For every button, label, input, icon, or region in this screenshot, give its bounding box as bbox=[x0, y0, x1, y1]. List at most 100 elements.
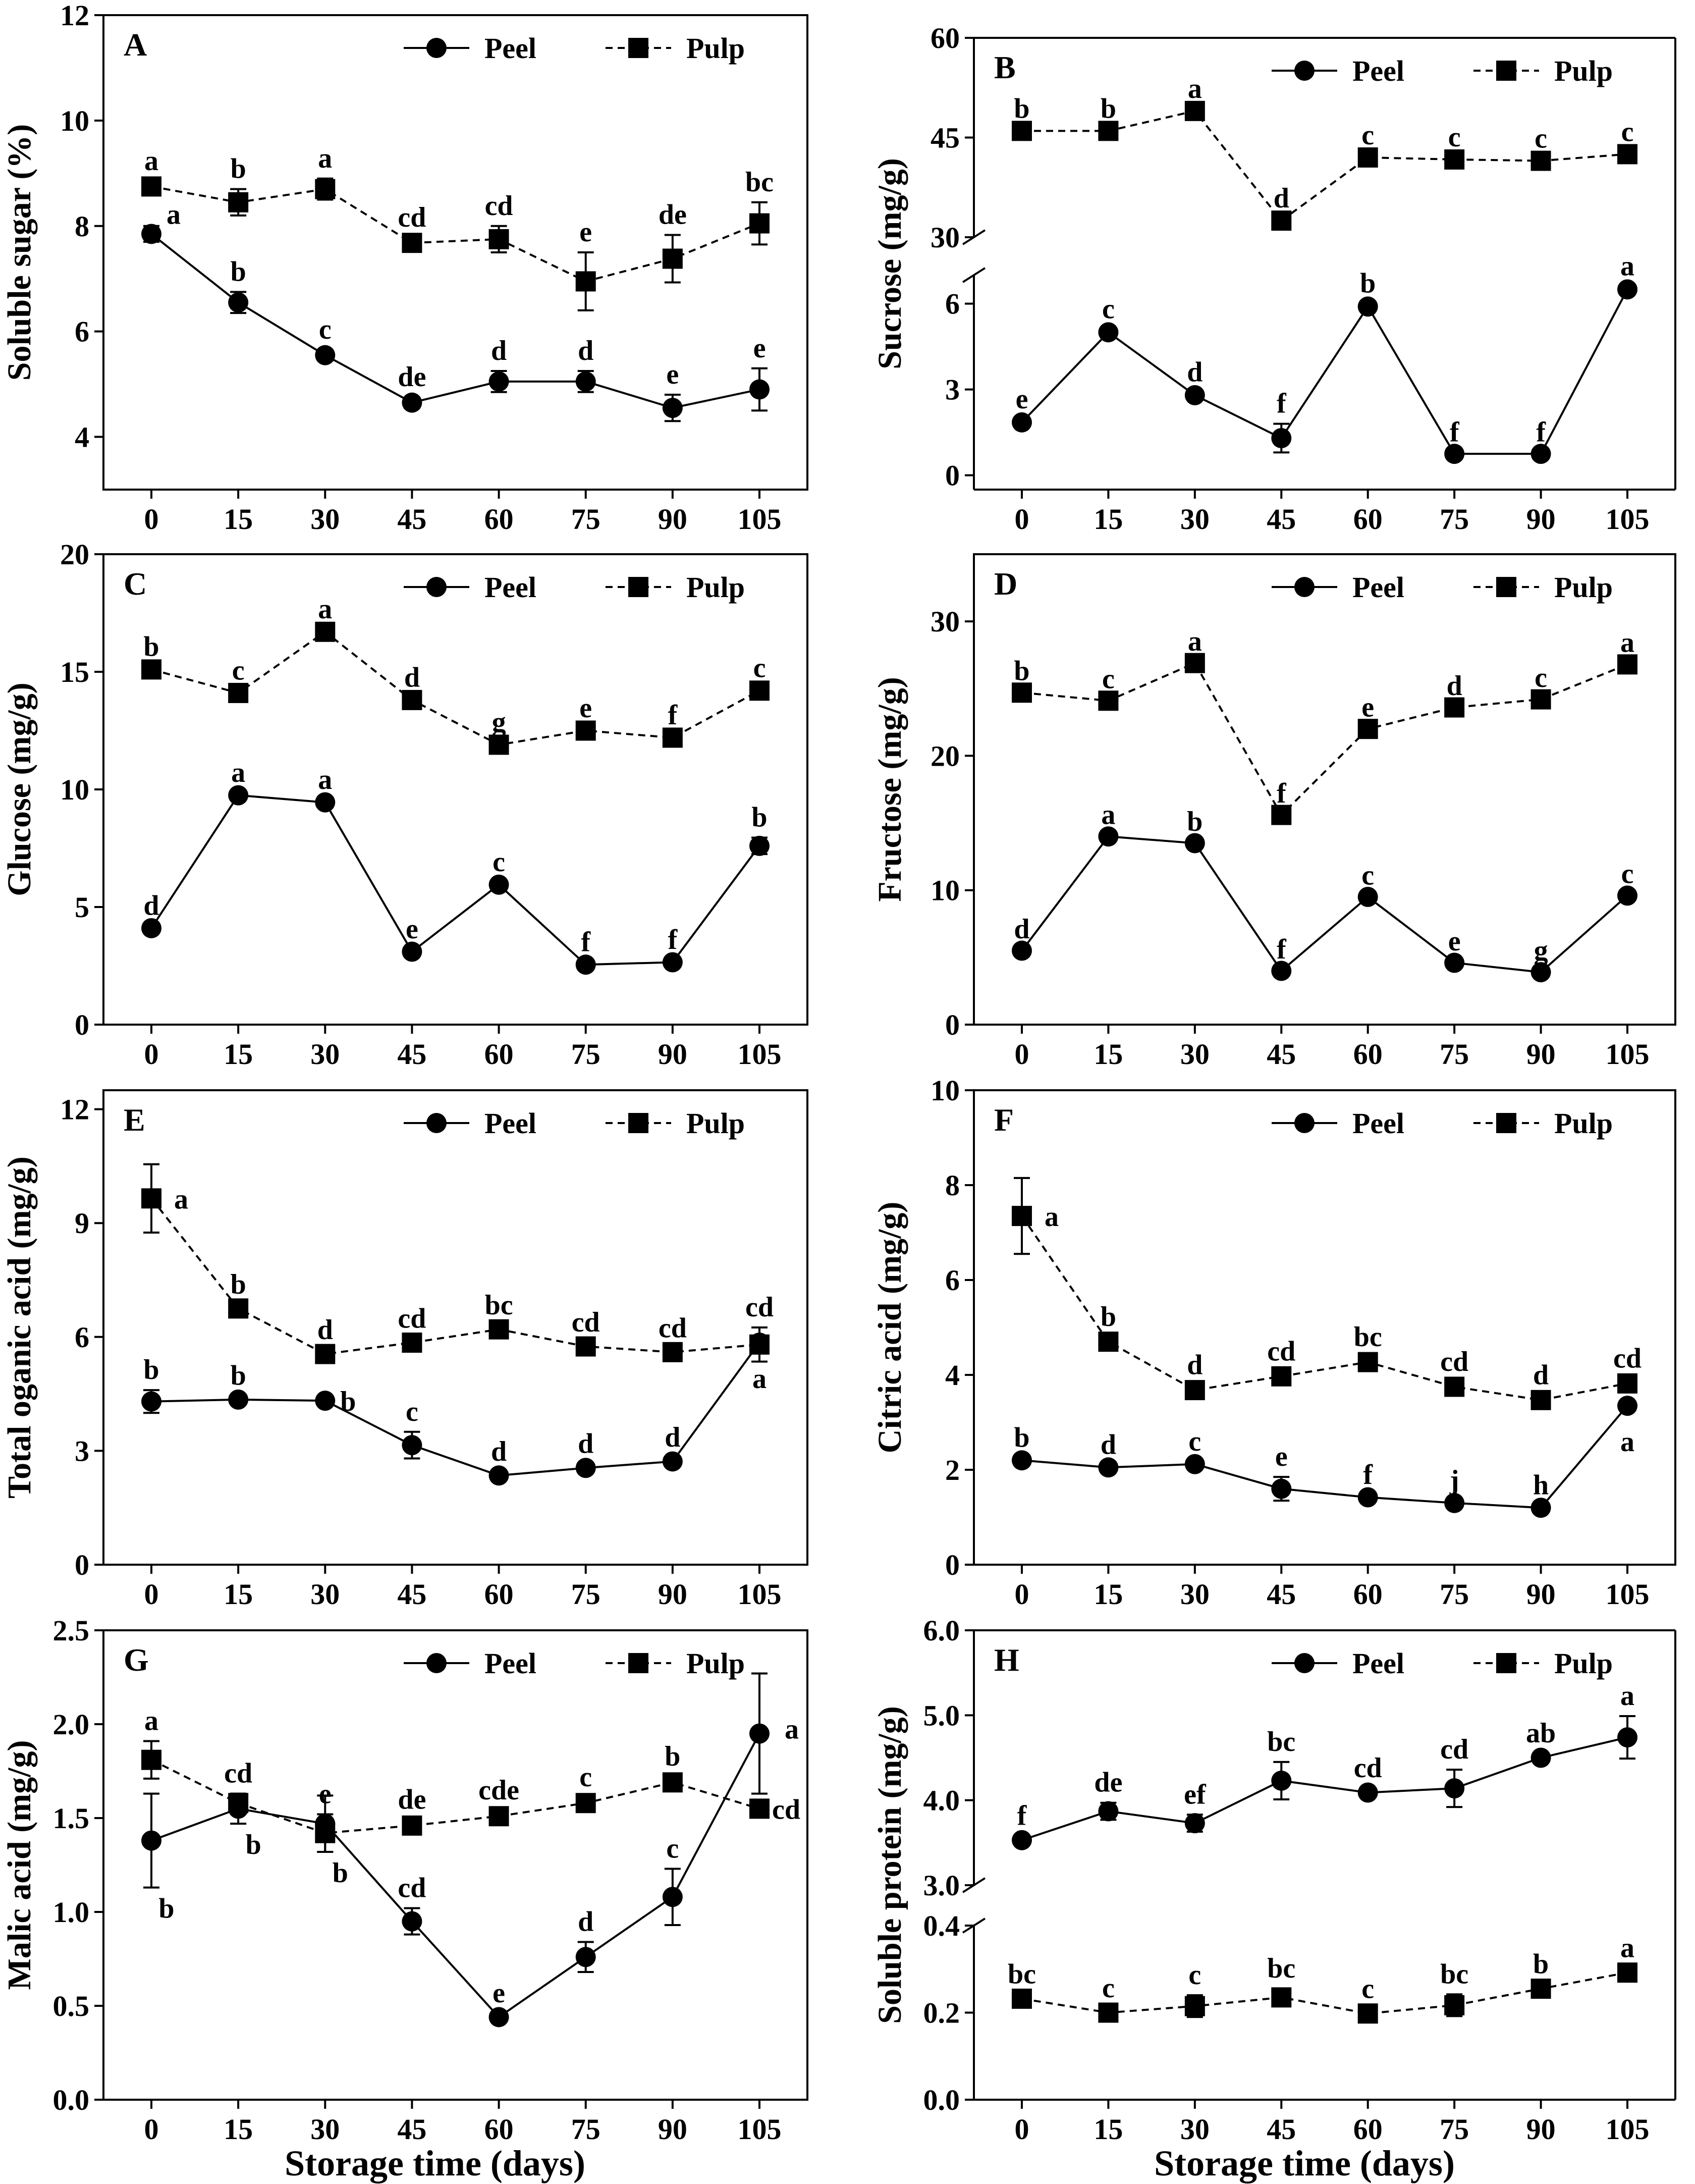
significance-letter: a bbox=[1188, 626, 1202, 657]
x-tick-label: 0 bbox=[144, 503, 159, 536]
data-point-peel bbox=[1530, 1747, 1551, 1768]
significance-letter: d bbox=[1274, 183, 1289, 214]
x-tick-label: 90 bbox=[658, 2113, 687, 2146]
x-tick-label: 30 bbox=[1180, 503, 1210, 536]
data-point-pulp bbox=[228, 192, 249, 212]
significance-letter: b bbox=[231, 1360, 246, 1391]
significance-letter: cd bbox=[224, 1758, 252, 1789]
significance-letter: b bbox=[1014, 656, 1029, 687]
x-tick-label: 15 bbox=[224, 2113, 253, 2146]
legend-label-pulp: Pulp bbox=[1554, 571, 1613, 604]
y-tick-label: 10 bbox=[931, 874, 960, 907]
significance-letter: d bbox=[1447, 670, 1462, 702]
x-tick-label: 15 bbox=[224, 503, 253, 536]
x-tick-label: 45 bbox=[397, 503, 426, 536]
series-pulp: b c a d g e f c bbox=[141, 594, 770, 755]
series-line-pulp bbox=[1022, 110, 1628, 222]
data-point-peel bbox=[1012, 1450, 1032, 1471]
data-point-peel bbox=[1617, 1396, 1637, 1416]
data-point-peel bbox=[402, 1435, 422, 1456]
data-point-peel bbox=[228, 1389, 249, 1410]
data-point-pulp bbox=[315, 1823, 336, 1843]
significance-letter: cde bbox=[478, 1775, 519, 1806]
significance-letter: b bbox=[158, 1893, 174, 1925]
x-tick-label: 105 bbox=[738, 503, 782, 536]
data-point-peel bbox=[1098, 322, 1119, 343]
legend-marker-pulp bbox=[1496, 577, 1516, 597]
y-tick-label: 9 bbox=[75, 1207, 89, 1240]
x-tick-label: 60 bbox=[1353, 2113, 1383, 2146]
y-tick-label: 0.0 bbox=[923, 2084, 960, 2116]
y-tick-label: 6 bbox=[75, 315, 89, 348]
y-tick-label: 30 bbox=[931, 221, 960, 254]
significance-letter: c bbox=[1361, 860, 1374, 891]
significance-letter: f bbox=[1017, 1800, 1027, 1831]
y-tick-label: 0 bbox=[945, 1008, 960, 1041]
significance-letter: bc bbox=[1267, 1953, 1295, 1984]
y-tick-label: 30 bbox=[931, 605, 960, 638]
significance-letter: de bbox=[659, 199, 687, 231]
data-point-pulp bbox=[1444, 149, 1465, 170]
series-line-pulp bbox=[151, 185, 760, 283]
significance-letter: b bbox=[1533, 1948, 1549, 1980]
data-point-peel bbox=[488, 874, 509, 895]
data-point-pulp bbox=[1098, 1331, 1119, 1352]
panel-f: 0 2 4 6 8 10 0 15 30 45 60 75 90 105 Citric acid (mg/g… bbox=[871, 1074, 1676, 1611]
y-tick-label: 3 bbox=[945, 374, 960, 406]
data-point-pulp bbox=[1530, 1390, 1551, 1410]
significance-letter: d bbox=[1014, 914, 1029, 945]
data-point-pulp bbox=[141, 1749, 161, 1770]
data-point-pulp bbox=[488, 229, 509, 249]
legend-marker-peel bbox=[426, 1653, 447, 1673]
data-point-pulp bbox=[1444, 697, 1465, 718]
data-point-peel bbox=[141, 1391, 161, 1412]
y-tick-label: 5 bbox=[75, 891, 89, 924]
data-point-pulp bbox=[575, 720, 596, 741]
data-point-pulp bbox=[1357, 719, 1378, 739]
significance-letter: a bbox=[1188, 73, 1202, 104]
series-line-peel bbox=[150, 794, 760, 966]
significance-letter: cd bbox=[659, 1312, 687, 1344]
series-peel: d a b f c e g c bbox=[1012, 800, 1637, 983]
legend-label-peel: Peel bbox=[484, 1107, 536, 1140]
y-tick-label: 2.5 bbox=[53, 1614, 90, 1647]
legend-marker-peel bbox=[1294, 1653, 1315, 1673]
legend-label-pulp: Pulp bbox=[1554, 55, 1613, 87]
significance-letter: c bbox=[406, 1396, 418, 1427]
significance-letter: b bbox=[1101, 93, 1116, 124]
data-point-peel bbox=[749, 379, 770, 400]
data-point-pulp bbox=[315, 179, 336, 199]
data-point-pulp bbox=[1012, 121, 1032, 141]
x-tick-label: 75 bbox=[1440, 1038, 1469, 1071]
x-tick-label: 15 bbox=[224, 1038, 253, 1071]
significance-letter: de bbox=[398, 361, 426, 393]
data-point-peel bbox=[662, 398, 683, 418]
legend-label-pulp: Pulp bbox=[686, 571, 745, 604]
y-tick-label: 10 bbox=[60, 104, 89, 137]
x-tick-label: 30 bbox=[310, 1578, 340, 1611]
data-point-pulp bbox=[575, 1336, 596, 1357]
plot-frame bbox=[102, 14, 808, 491]
y-tick-label: 1.5 bbox=[53, 1802, 90, 1835]
significance-letter: a bbox=[318, 594, 332, 625]
y-tick-label: 20 bbox=[931, 739, 960, 772]
x-tick-label: 60 bbox=[484, 503, 514, 536]
legend-marker-peel bbox=[426, 38, 447, 58]
x-axis-title-left: Storage time (days) bbox=[285, 2143, 585, 2183]
series-line-peel bbox=[1021, 289, 1628, 455]
x-tick-label: 15 bbox=[224, 1578, 253, 1611]
significance-letter: c bbox=[579, 1762, 592, 1793]
data-point-pulp bbox=[1012, 682, 1032, 703]
y-tick-label: 4.0 bbox=[923, 1784, 960, 1817]
panel-d: 0 10 20 30 0 15 30 45 60 75 90 105 Fructose (mg/g) D P… bbox=[871, 553, 1676, 1071]
data-point-peel bbox=[228, 785, 249, 806]
significance-letter: e bbox=[493, 1978, 505, 2009]
data-point-peel bbox=[141, 918, 161, 938]
significance-letter: cd bbox=[572, 1307, 600, 1338]
x-tick-label: 0 bbox=[144, 1038, 159, 1071]
x-tick-label: 75 bbox=[571, 1038, 600, 1071]
y-tick-label: 6 bbox=[945, 1264, 960, 1297]
legend-marker-pulp bbox=[628, 577, 648, 597]
significance-letter: a bbox=[1620, 627, 1634, 659]
data-point-peel bbox=[488, 1465, 509, 1486]
